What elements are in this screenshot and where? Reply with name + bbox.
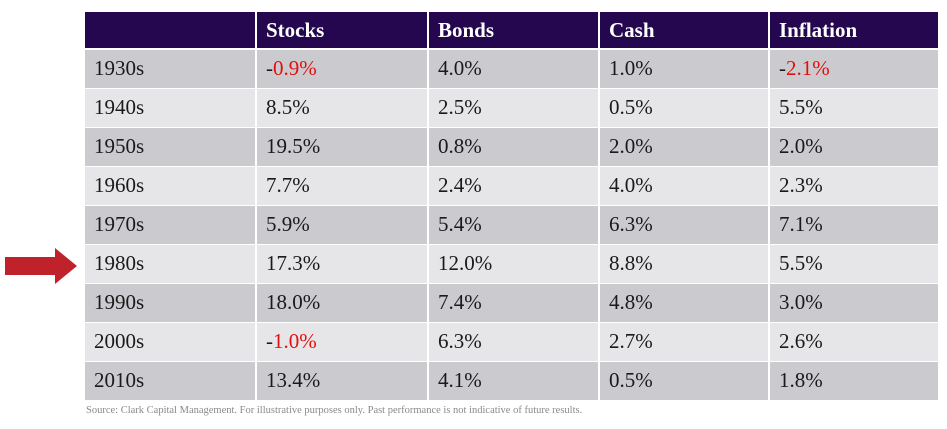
bonds-cell: 4.1% [428, 361, 600, 401]
cash-cell: 2.0% [599, 127, 770, 167]
inflation-cell: 2.6% [769, 322, 938, 362]
cash-cell: 4.0% [599, 166, 770, 206]
decade-cell: 2010s [85, 361, 257, 401]
bonds-cell: 12.0% [428, 244, 600, 284]
cash-cell: 0.5% [599, 361, 770, 401]
stocks-cell: 18.0% [256, 283, 429, 323]
negative-value: 1.0% [273, 329, 317, 353]
bonds-cell: 5.4% [428, 205, 600, 245]
negative-value: 2.1% [786, 56, 830, 81]
decade-cell: 1970s [85, 205, 257, 245]
header-decade [85, 12, 257, 50]
minus-sign: - [266, 56, 273, 81]
decade-cell: 2000s [85, 322, 257, 362]
stocks-cell: 5.9% [256, 205, 429, 245]
header-inflation: Inflation [769, 12, 938, 50]
cash-cell: 0.5% [599, 88, 770, 128]
inflation-cell: 3.0% [769, 283, 938, 323]
table-row: 2010s 13.4% 4.1% 0.5% 1.8% [85, 361, 938, 401]
cash-cell: 2.7% [599, 322, 770, 362]
stocks-cell: 7.7% [256, 166, 429, 206]
decade-cell: 1990s [85, 283, 257, 323]
decade-cell: 1950s [85, 127, 257, 167]
decade-cell: 1940s [85, 88, 257, 128]
negative-value: 0.9% [273, 56, 317, 81]
bonds-cell: 4.0% [428, 49, 600, 89]
inflation-cell: 2.0% [769, 127, 938, 167]
minus-sign: - [266, 329, 273, 353]
header-bonds: Bonds [428, 12, 600, 50]
table-row: 1960s 7.7% 2.4% 4.0% 2.3% [85, 166, 938, 206]
stocks-cell: 19.5% [256, 127, 429, 167]
cash-cell: 6.3% [599, 205, 770, 245]
table-row: 1970s 5.9% 5.4% 6.3% 7.1% [85, 205, 938, 245]
bonds-cell: 2.5% [428, 88, 600, 128]
table-header-row: Stocks Bonds Cash Inflation [85, 12, 938, 50]
stocks-cell: -0.9% [256, 49, 429, 89]
table-row: 1950s 19.5% 0.8% 2.0% 2.0% [85, 127, 938, 167]
minus-sign: - [779, 56, 786, 81]
header-cash: Cash [599, 12, 770, 50]
bonds-cell: 6.3% [428, 322, 600, 362]
table-row: 1940s 8.5% 2.5% 0.5% 5.5% [85, 88, 938, 128]
inflation-cell: 5.5% [769, 88, 938, 128]
right-arrow-icon [5, 248, 77, 284]
decade-cell: 1980s [85, 244, 257, 284]
header-stocks: Stocks [256, 12, 429, 50]
cash-cell: 4.8% [599, 283, 770, 323]
inflation-cell: 2.3% [769, 166, 938, 206]
stocks-cell: -1.0% [256, 322, 429, 362]
table-row: 1930s -0.9% 4.0% 1.0% -2.1% [85, 49, 938, 89]
stocks-cell: 8.5% [256, 88, 429, 128]
bonds-cell: 0.8% [428, 127, 600, 167]
cash-cell: 8.8% [599, 244, 770, 284]
decade-cell: 1960s [85, 166, 257, 206]
inflation-cell: 7.1% [769, 205, 938, 245]
source-footnote: Source: Clark Capital Management. For il… [86, 405, 583, 416]
decade-returns-table: Stocks Bonds Cash Inflation 1930s -0.9% … [85, 12, 938, 401]
table-row: 1990s 18.0% 7.4% 4.8% 3.0% [85, 283, 938, 323]
inflation-cell: 1.8% [769, 361, 938, 401]
cash-cell: 1.0% [599, 49, 770, 89]
inflation-cell: 5.5% [769, 244, 938, 284]
table-row: 2000s -1.0% 6.3% 2.7% 2.6% [85, 322, 938, 362]
stocks-cell: 13.4% [256, 361, 429, 401]
stocks-cell: 17.3% [256, 244, 429, 284]
bonds-cell: 7.4% [428, 283, 600, 323]
bonds-cell: 2.4% [428, 166, 600, 206]
decade-cell: 1930s [85, 49, 257, 89]
inflation-cell: -2.1% [769, 49, 938, 89]
table-row-highlighted: 1980s 17.3% 12.0% 8.8% 5.5% [85, 244, 938, 284]
